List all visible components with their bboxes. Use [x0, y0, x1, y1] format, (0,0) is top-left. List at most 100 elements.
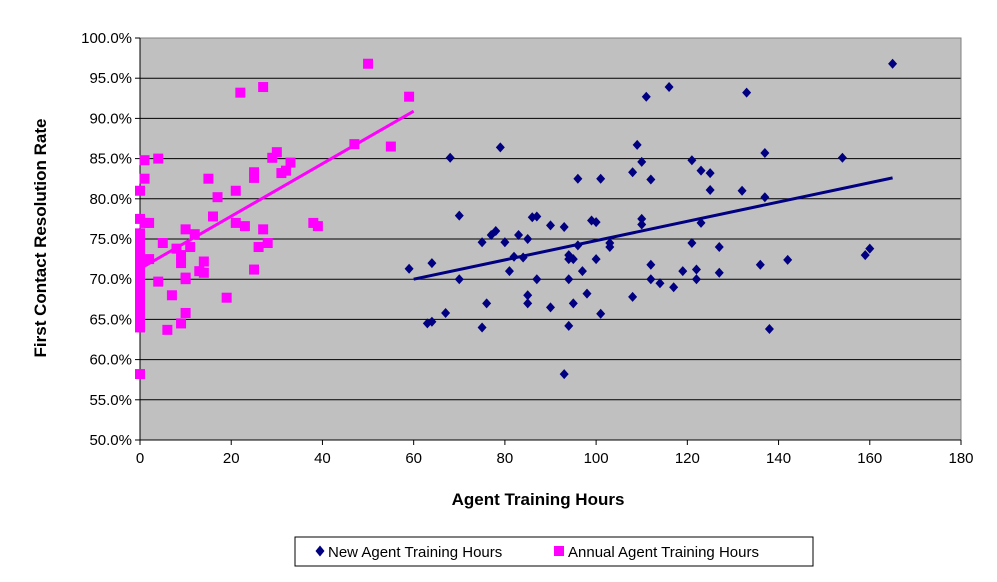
point-new-agent-3 [427, 258, 437, 269]
point-annual-agent-29 [176, 318, 187, 329]
x-tick-label-8: 160 [857, 450, 882, 467]
point-new-agent-4 [441, 307, 451, 318]
y-tick-label-9: 95.0% [89, 70, 132, 87]
point-new-agent-61 [687, 238, 697, 249]
y-axis-ticks: 50.0% 55.0% 60.0% 65.0% 70.0% 75.0% 80.0% 85.0%… [81, 30, 140, 449]
point-new-agent-9 [477, 322, 487, 333]
point-annual-agent-21 [144, 217, 155, 228]
point-annual-agent-3 [135, 314, 145, 325]
x-tick-label-4: 80 [497, 450, 514, 467]
point-annual-agent-22 [153, 153, 164, 164]
point-new-agent-75 [764, 324, 774, 335]
point-annual-agent-62 [349, 139, 360, 150]
point-annual-agent-58 [280, 165, 291, 176]
point-new-agent-76 [783, 254, 793, 265]
point-annual-agent-7 [135, 282, 145, 293]
point-new-agent-23 [532, 211, 542, 222]
point-annual-agent-24 [157, 238, 168, 249]
point-annual-agent-46 [235, 87, 246, 98]
point-annual-agent-8 [135, 274, 145, 285]
point-new-agent-47 [628, 291, 638, 302]
point-new-agent-59 [678, 266, 688, 277]
y-tick-label-3: 65.0% [89, 311, 132, 328]
x-tick-label-9: 180 [948, 450, 973, 467]
point-annual-agent-43 [221, 292, 232, 303]
point-annual-agent-50 [249, 264, 260, 275]
point-new-agent-10 [482, 298, 492, 309]
point-new-agent-50 [637, 213, 647, 224]
point-new-agent-57 [664, 82, 674, 93]
point-new-agent-49 [637, 156, 647, 167]
point-annual-agent-13 [135, 234, 145, 244]
point-new-agent-62 [691, 264, 701, 275]
point-new-agent-55 [646, 274, 656, 285]
point-annual-agent-52 [258, 82, 269, 93]
point-annual-agent-30 [176, 250, 187, 261]
point-new-agent-17 [514, 229, 524, 240]
point-annual-agent-49 [249, 172, 260, 183]
point-new-agent-20 [523, 290, 533, 301]
point-new-agent-54 [646, 259, 656, 270]
point-annual-agent-26 [166, 290, 177, 301]
x-tick-label-7: 140 [766, 450, 791, 467]
point-new-agent-73 [760, 147, 770, 158]
point-new-agent-56 [655, 278, 665, 289]
point-new-agent-15 [504, 266, 514, 277]
y-tick-label-7: 85.0% [89, 151, 132, 168]
point-new-agent-27 [559, 221, 569, 232]
x-tick-label-0: 0 [136, 450, 144, 467]
point-new-agent-64 [696, 165, 706, 176]
x-tick-label-6: 120 [675, 450, 700, 467]
point-annual-agent-12 [135, 242, 145, 253]
point-new-agent-25 [546, 220, 555, 231]
point-annual-agent-28 [176, 258, 187, 269]
y-tick-label-4: 70.0% [89, 271, 132, 288]
point-new-agent-45 [605, 242, 615, 253]
point-annual-agent-41 [207, 211, 218, 222]
point-new-agent-24 [532, 274, 542, 285]
point-new-agent-67 [705, 184, 715, 195]
point-new-agent-38 [582, 288, 592, 299]
point-new-agent-32 [564, 320, 574, 331]
point-annual-agent-25 [162, 324, 173, 335]
point-new-agent-12 [491, 225, 501, 236]
point-new-agent-18 [518, 252, 528, 263]
point-annual-agent-5 [135, 298, 145, 309]
point-new-agent-42 [596, 173, 606, 184]
point-annual-agent-47 [239, 221, 250, 232]
point-new-agent-51 [637, 219, 647, 230]
legend-marker-diamond [315, 545, 325, 557]
point-new-agent-72 [755, 259, 765, 270]
point-new-agent-6 [454, 210, 464, 221]
point-new-agent-74 [760, 192, 770, 203]
point-new-agent-58 [669, 282, 679, 293]
point-new-agent-66 [705, 168, 715, 179]
point-annual-agent-36 [189, 229, 200, 240]
point-new-agent-46 [628, 167, 638, 178]
plot-area [139, 37, 962, 441]
legend-marker-square [554, 546, 564, 556]
point-new-agent-30 [564, 254, 574, 265]
point-new-agent-52 [641, 91, 651, 102]
point-annual-agent-17 [139, 155, 150, 166]
point-new-agent-8 [477, 237, 487, 248]
point-new-agent-34 [568, 298, 578, 309]
point-annual-agent-61 [312, 221, 323, 232]
x-tick-label-5: 100 [584, 450, 609, 467]
point-new-agent-53 [646, 174, 656, 185]
point-annual-agent-20 [144, 254, 155, 265]
point-new-agent-60 [687, 155, 697, 166]
legend: New Agent Training Hours Annual Agent Tr… [294, 536, 814, 567]
point-new-agent-5 [445, 152, 455, 163]
point-new-agent-41 [591, 254, 601, 265]
y-tick-label-5: 75.0% [89, 231, 132, 248]
point-annual-agent-55 [267, 152, 278, 163]
point-new-agent-79 [865, 243, 875, 254]
point-new-agent-36 [573, 240, 583, 251]
point-new-agent-19 [523, 234, 533, 244]
point-new-agent-33 [568, 254, 578, 265]
point-annual-agent-56 [271, 147, 282, 158]
point-annual-agent-16 [135, 185, 145, 196]
point-annual-agent-65 [404, 91, 415, 102]
point-new-agent-65 [696, 217, 706, 228]
